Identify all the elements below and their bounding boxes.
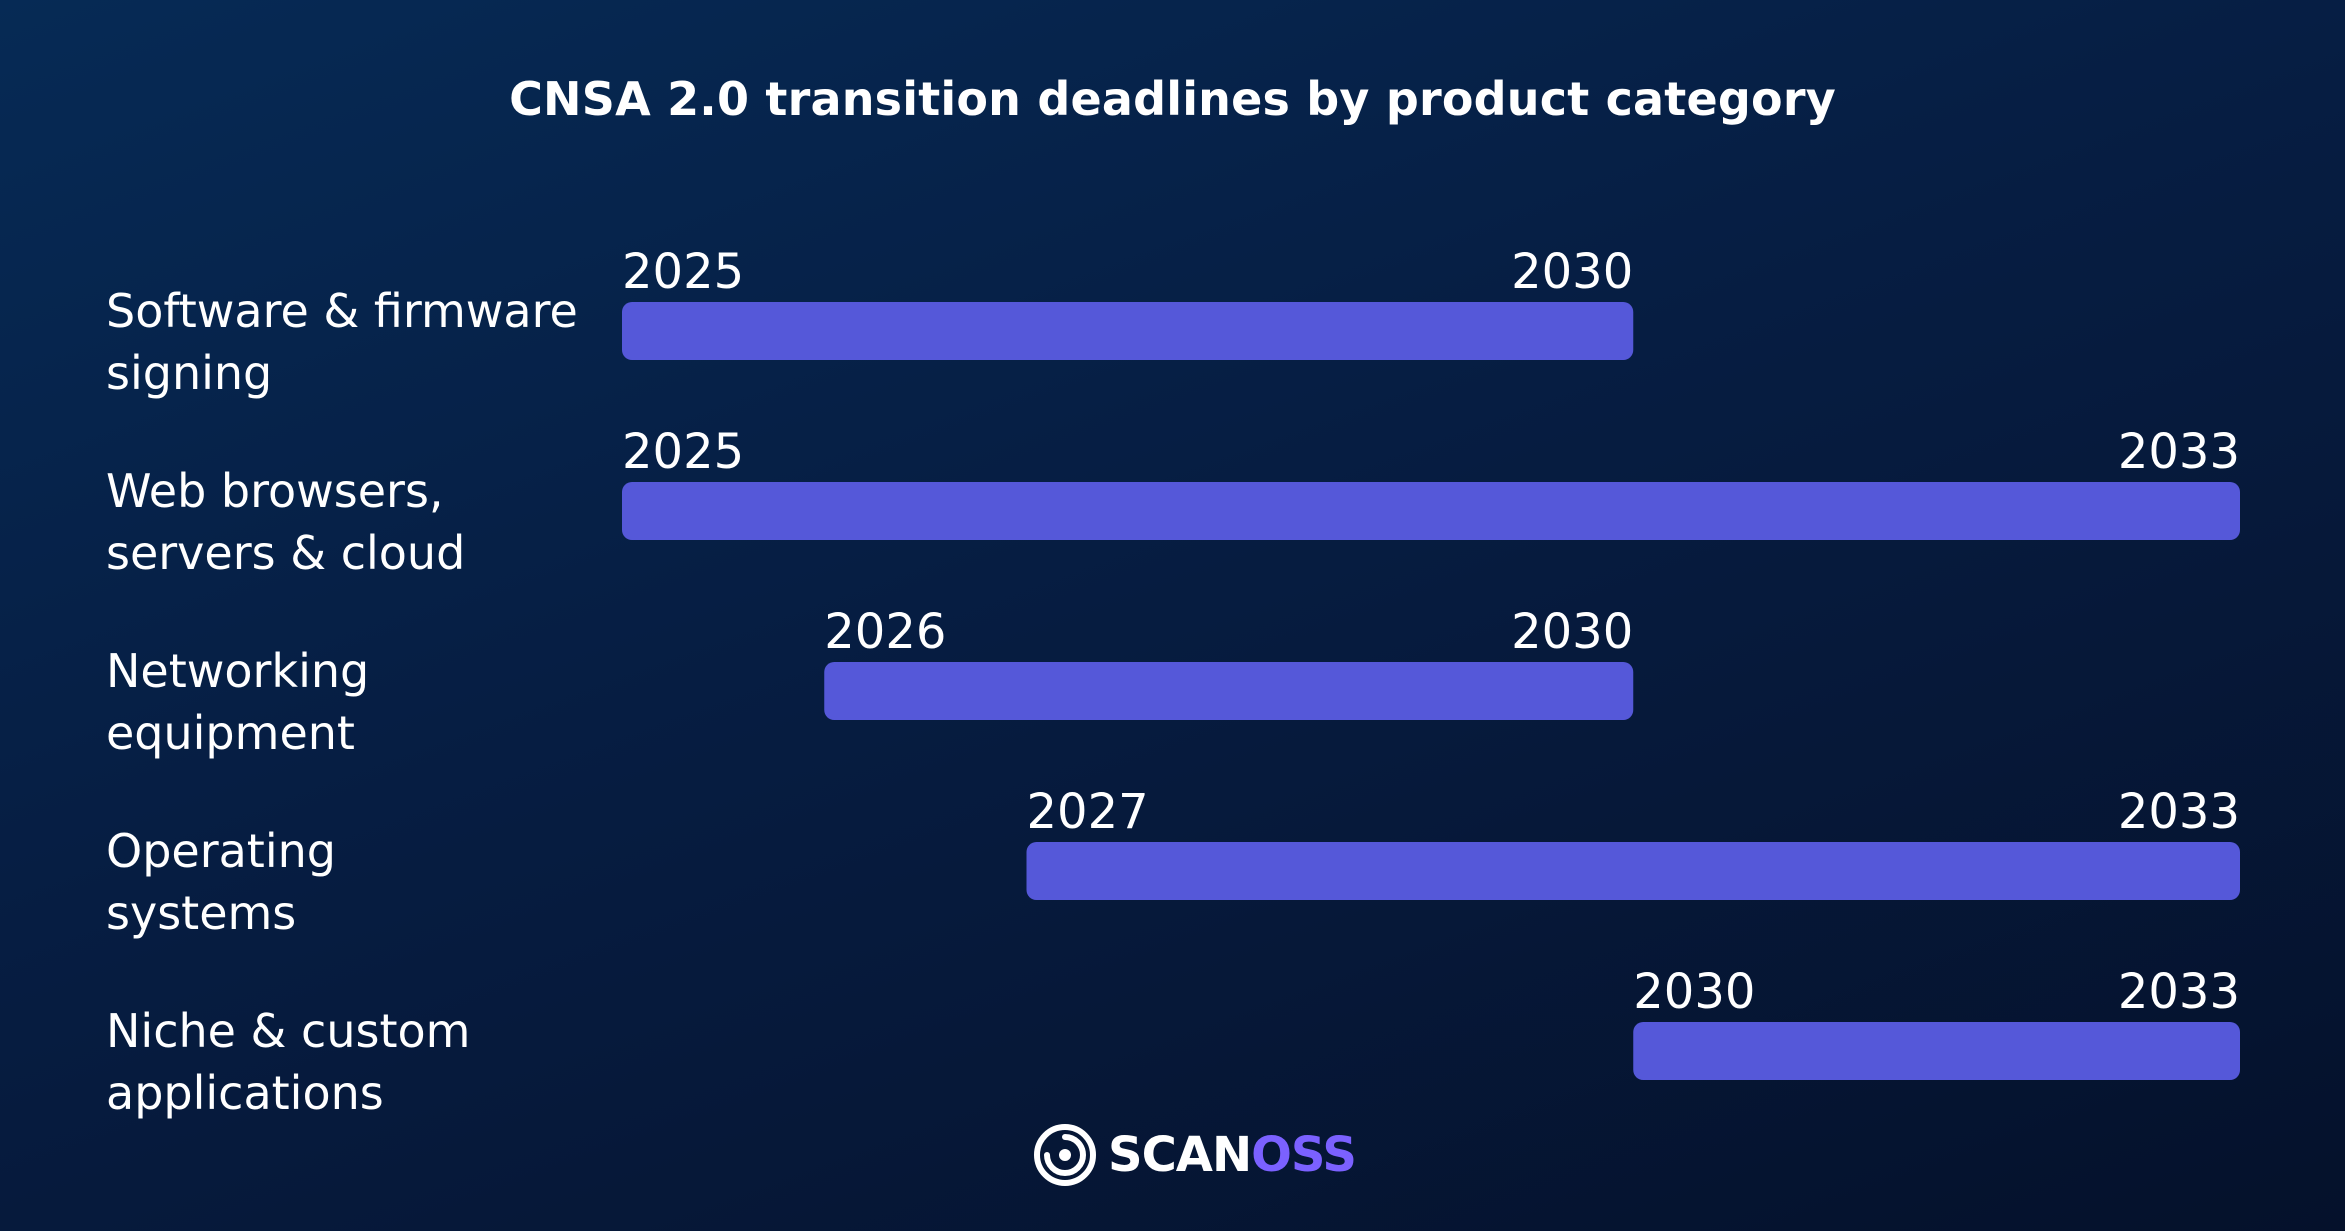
chart-title: CNSA 2.0 transition deadlines by product…	[509, 72, 1836, 126]
range-bar	[622, 482, 2240, 540]
range-bar	[824, 662, 1634, 720]
category-label: Niche & custom applications	[106, 1004, 470, 1120]
category-label: Networking equipment	[106, 644, 369, 760]
category-label: Software & firmware signing	[106, 284, 578, 400]
start-year-label: 2030	[1633, 964, 1755, 1020]
start-year-label: 2025	[622, 244, 744, 300]
end-year-label: 2033	[2118, 424, 2240, 480]
logo-text-scan: SCAN	[1108, 1127, 1252, 1183]
logo-text-oss: OSS	[1251, 1127, 1357, 1183]
end-year-label: 2030	[1511, 604, 1633, 660]
range-bar	[622, 302, 1634, 360]
start-year-label: 2026	[824, 604, 946, 660]
end-year-label: 2033	[2118, 784, 2240, 840]
range-bar	[1633, 1022, 2240, 1080]
start-year-label: 2027	[1027, 784, 1149, 840]
end-year-label: 2033	[2118, 964, 2240, 1020]
start-year-label: 2025	[622, 424, 744, 480]
scanoss-logo: SCANOSS	[1032, 1120, 1357, 1190]
scanoss-target-icon	[1034, 1124, 1096, 1186]
end-year-label: 2030	[1511, 244, 1633, 300]
category-label: Operating systems	[106, 824, 336, 940]
range-bar	[1026, 842, 2240, 900]
logo-wordmark: SCANOSS	[1108, 1127, 1357, 1183]
category-label: Web browsers, servers & cloud	[106, 464, 465, 580]
